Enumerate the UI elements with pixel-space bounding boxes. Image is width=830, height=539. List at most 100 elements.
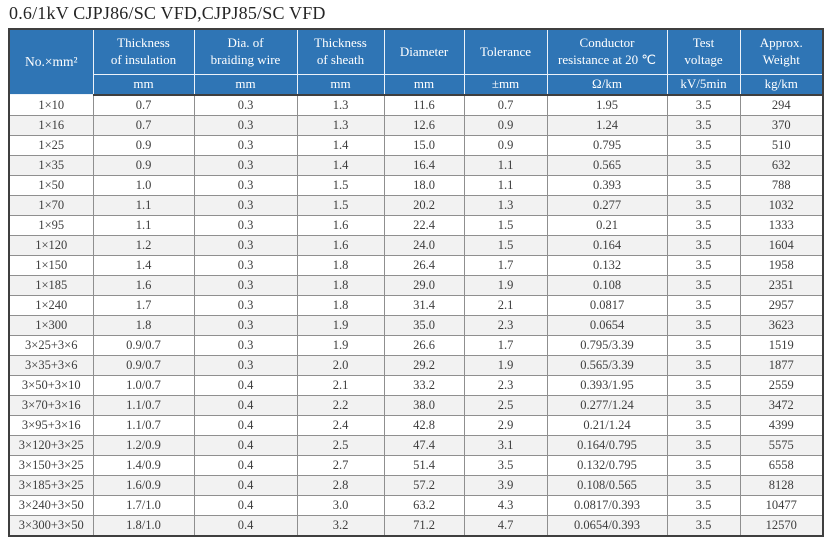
table-cell: 0.3 (193, 334, 298, 356)
table-cell: 3×300+3×50 (8, 514, 94, 537)
table-cell: 1.5 (463, 234, 548, 256)
column-header-insulation-thickness: Thickness of insulation (92, 28, 195, 75)
table-cell: 1877 (739, 354, 824, 376)
table-cell: 1.8 (296, 254, 385, 276)
table-cell: 0.565/3.39 (546, 354, 668, 376)
table-cell: 0.108/0.565 (546, 474, 668, 496)
table-cell: 0.21/1.24 (546, 414, 668, 436)
table-cell: 0.9 (463, 114, 548, 136)
table-cell: 0.9 (92, 154, 195, 176)
table-cell: 3.5 (666, 214, 741, 236)
column-header-braiding-wire-dia: Dia. of braiding wire (193, 28, 298, 75)
table-row: 3×150+3×25 1.4/0.9 0.4 2.7 51.4 3.5 0.132/0.79… (8, 454, 824, 476)
table-cell: 33.2 (383, 374, 465, 396)
table-cell: 1.5 (463, 214, 548, 236)
table-cell: 0.0654/0.393 (546, 514, 668, 537)
table-cell: 0.9/0.7 (92, 354, 195, 376)
header-row-units: mm mm mm mm ±mm Ω/km kV/5min kg/km (9, 73, 824, 96)
table-cell: 1×95 (8, 214, 94, 236)
table-cell: 2957 (739, 294, 824, 316)
table-row: 3×95+3×16 1.1/0.7 0.4 2.4 42.8 2.9 0.21/1.24 3.… (8, 414, 824, 436)
table-cell: 2.0 (296, 354, 385, 376)
table-cell: 5575 (739, 434, 824, 456)
table-row: 1×25 0.9 0.3 1.4 15.0 0.9 0.795 3.5 510 (8, 134, 824, 156)
table-row: 3×240+3×50 1.7/1.0 0.4 3.0 63.2 4.3 0.0817/0.3… (8, 494, 824, 516)
table-row: 3×300+3×50 1.8/1.0 0.4 3.2 71.2 4.7 0.0654/0.3… (8, 514, 824, 537)
table-cell: 370 (739, 114, 824, 136)
table-cell: 2351 (739, 274, 824, 296)
table-cell: 0.3 (193, 214, 298, 236)
table-cell: 1032 (739, 194, 824, 216)
table-cell: 1604 (739, 234, 824, 256)
table-cell: 1333 (739, 214, 824, 236)
table-cell: 3×95+3×16 (8, 414, 94, 436)
table-cell: 2.9 (463, 414, 548, 436)
table-cell: 3.5 (666, 254, 741, 276)
table-cell: 31.4 (383, 294, 465, 316)
table-cell: 0.3 (193, 94, 298, 116)
table-cell: 3.5 (666, 434, 741, 456)
table-cell: 0.132/0.795 (546, 454, 668, 476)
table-cell: 1.1/0.7 (92, 414, 195, 436)
table-cell: 4.7 (463, 514, 548, 537)
table-cell: 1.4/0.9 (92, 454, 195, 476)
table-cell: 0.3 (193, 114, 298, 136)
table-cell: 1×240 (8, 294, 94, 316)
table-cell: 35.0 (383, 314, 465, 336)
table-cell: 1×150 (8, 254, 94, 276)
table-cell: 1.0/0.7 (92, 374, 195, 396)
table-cell: 2.5 (296, 434, 385, 456)
table-cell: 2.4 (296, 414, 385, 436)
table-cell: 0.4 (193, 514, 298, 537)
table-cell: 3×25+3×6 (8, 334, 94, 356)
table-cell: 1.1 (463, 174, 548, 196)
table-cell: 2559 (739, 374, 824, 396)
table-cell: 2.3 (463, 374, 548, 396)
table-cell: 3.5 (666, 234, 741, 256)
table-cell: 3×185+3×25 (8, 474, 94, 496)
table-cell: 3.5 (666, 134, 741, 156)
table-cell: 3.5 (666, 514, 741, 537)
table-cell: 0.9 (463, 134, 548, 156)
table-cell: 0.795/3.39 (546, 334, 668, 356)
table-cell: 788 (739, 174, 824, 196)
table-cell: 0.0817/0.393 (546, 494, 668, 516)
table-cell: 1.6/0.9 (92, 474, 195, 496)
table-row: 3×185+3×25 1.6/0.9 0.4 2.8 57.2 3.9 0.108/0.56… (8, 474, 824, 496)
table-cell: 0.3 (193, 194, 298, 216)
table-cell: 3.5 (666, 154, 741, 176)
table-cell: 0.108 (546, 274, 668, 296)
table-cell: 3.2 (296, 514, 385, 537)
table-cell: 2.5 (463, 394, 548, 416)
table-cell: 0.0817 (546, 294, 668, 316)
table-cell: 1.3 (296, 94, 385, 116)
table-cell: 1.6 (92, 274, 195, 296)
table-row: 1×150 1.4 0.3 1.8 26.4 1.7 0.132 3.5 1958 (8, 254, 824, 276)
table-cell: 1958 (739, 254, 824, 276)
column-header-sheath-thickness: Thickness of sheath (296, 28, 385, 75)
table-cell: 1×120 (8, 234, 94, 256)
table-cell: 1×10 (8, 94, 94, 116)
table-cell: 0.3 (193, 174, 298, 196)
table-cell: 71.2 (383, 514, 465, 537)
table-cell: 1.4 (296, 154, 385, 176)
table-cell: 29.2 (383, 354, 465, 376)
table-cell: 1.8 (296, 274, 385, 296)
table-cell: 0.21 (546, 214, 668, 236)
table-cell: 0.3 (193, 134, 298, 156)
table-cell: 3472 (739, 394, 824, 416)
table-cell: 1.4 (92, 254, 195, 276)
table-cell: 1.5 (296, 174, 385, 196)
table-row: 1×50 1.0 0.3 1.5 18.0 1.1 0.393 3.5 788 (8, 174, 824, 196)
table-cell: 1.3 (463, 194, 548, 216)
table-cell: 0.3 (193, 314, 298, 336)
table-cell: 0.7 (92, 94, 195, 116)
table-cell: 0.3 (193, 254, 298, 276)
table-cell: 0.795 (546, 134, 668, 156)
table-cell: 0.3 (193, 234, 298, 256)
table-cell: 26.4 (383, 254, 465, 276)
table-row: 1×35 0.9 0.3 1.4 16.4 1.1 0.565 3.5 632 (8, 154, 824, 176)
column-unit-insulation-thickness: mm (92, 73, 195, 96)
table-cell: 1.1/0.7 (92, 394, 195, 416)
column-header-test-voltage: Test voltage (666, 28, 741, 75)
